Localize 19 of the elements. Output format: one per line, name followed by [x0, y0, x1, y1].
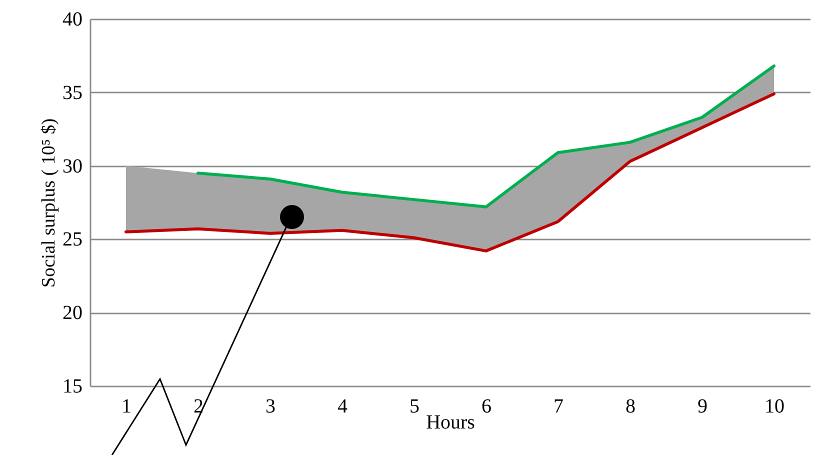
- y-tick-label: 30: [62, 155, 82, 178]
- y-axis-title: Social surplus ( 10⁵ $): [38, 118, 60, 288]
- y-tick-label: 20: [62, 302, 82, 324]
- line-series: [124, 92, 776, 252]
- y-tick-label: 40: [62, 8, 82, 30]
- x-tick-label: 9: [698, 396, 708, 418]
- x-tick-label: 4: [338, 396, 348, 418]
- x-tick-label: 7: [554, 396, 564, 418]
- x-tick-label: 1: [122, 396, 132, 418]
- line-series: [196, 64, 776, 208]
- y-tick-label: 15: [62, 376, 82, 398]
- x-tick-label: 8: [626, 396, 636, 418]
- x-axis-title: Hours: [426, 412, 476, 434]
- x-tick-label: 3: [266, 396, 276, 418]
- y-tick-label: 25: [62, 228, 82, 251]
- x-tick-label: 6: [482, 396, 492, 418]
- x-tick-label: 5: [410, 396, 420, 418]
- y-tick-label: 35: [62, 82, 82, 104]
- x-tick-label: 10: [764, 396, 784, 418]
